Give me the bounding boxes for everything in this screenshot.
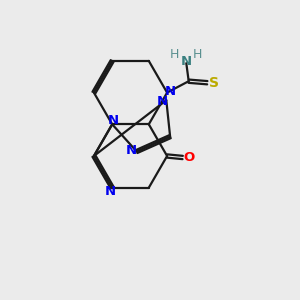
- Text: N: N: [126, 143, 137, 157]
- Text: H: H: [193, 48, 202, 61]
- Text: N: N: [181, 55, 192, 68]
- Text: N: N: [157, 95, 168, 108]
- Text: H: H: [170, 48, 180, 61]
- Text: O: O: [184, 151, 195, 164]
- Text: N: N: [164, 85, 176, 98]
- Text: S: S: [209, 76, 219, 90]
- Text: N: N: [108, 114, 119, 127]
- Text: N: N: [105, 185, 116, 198]
